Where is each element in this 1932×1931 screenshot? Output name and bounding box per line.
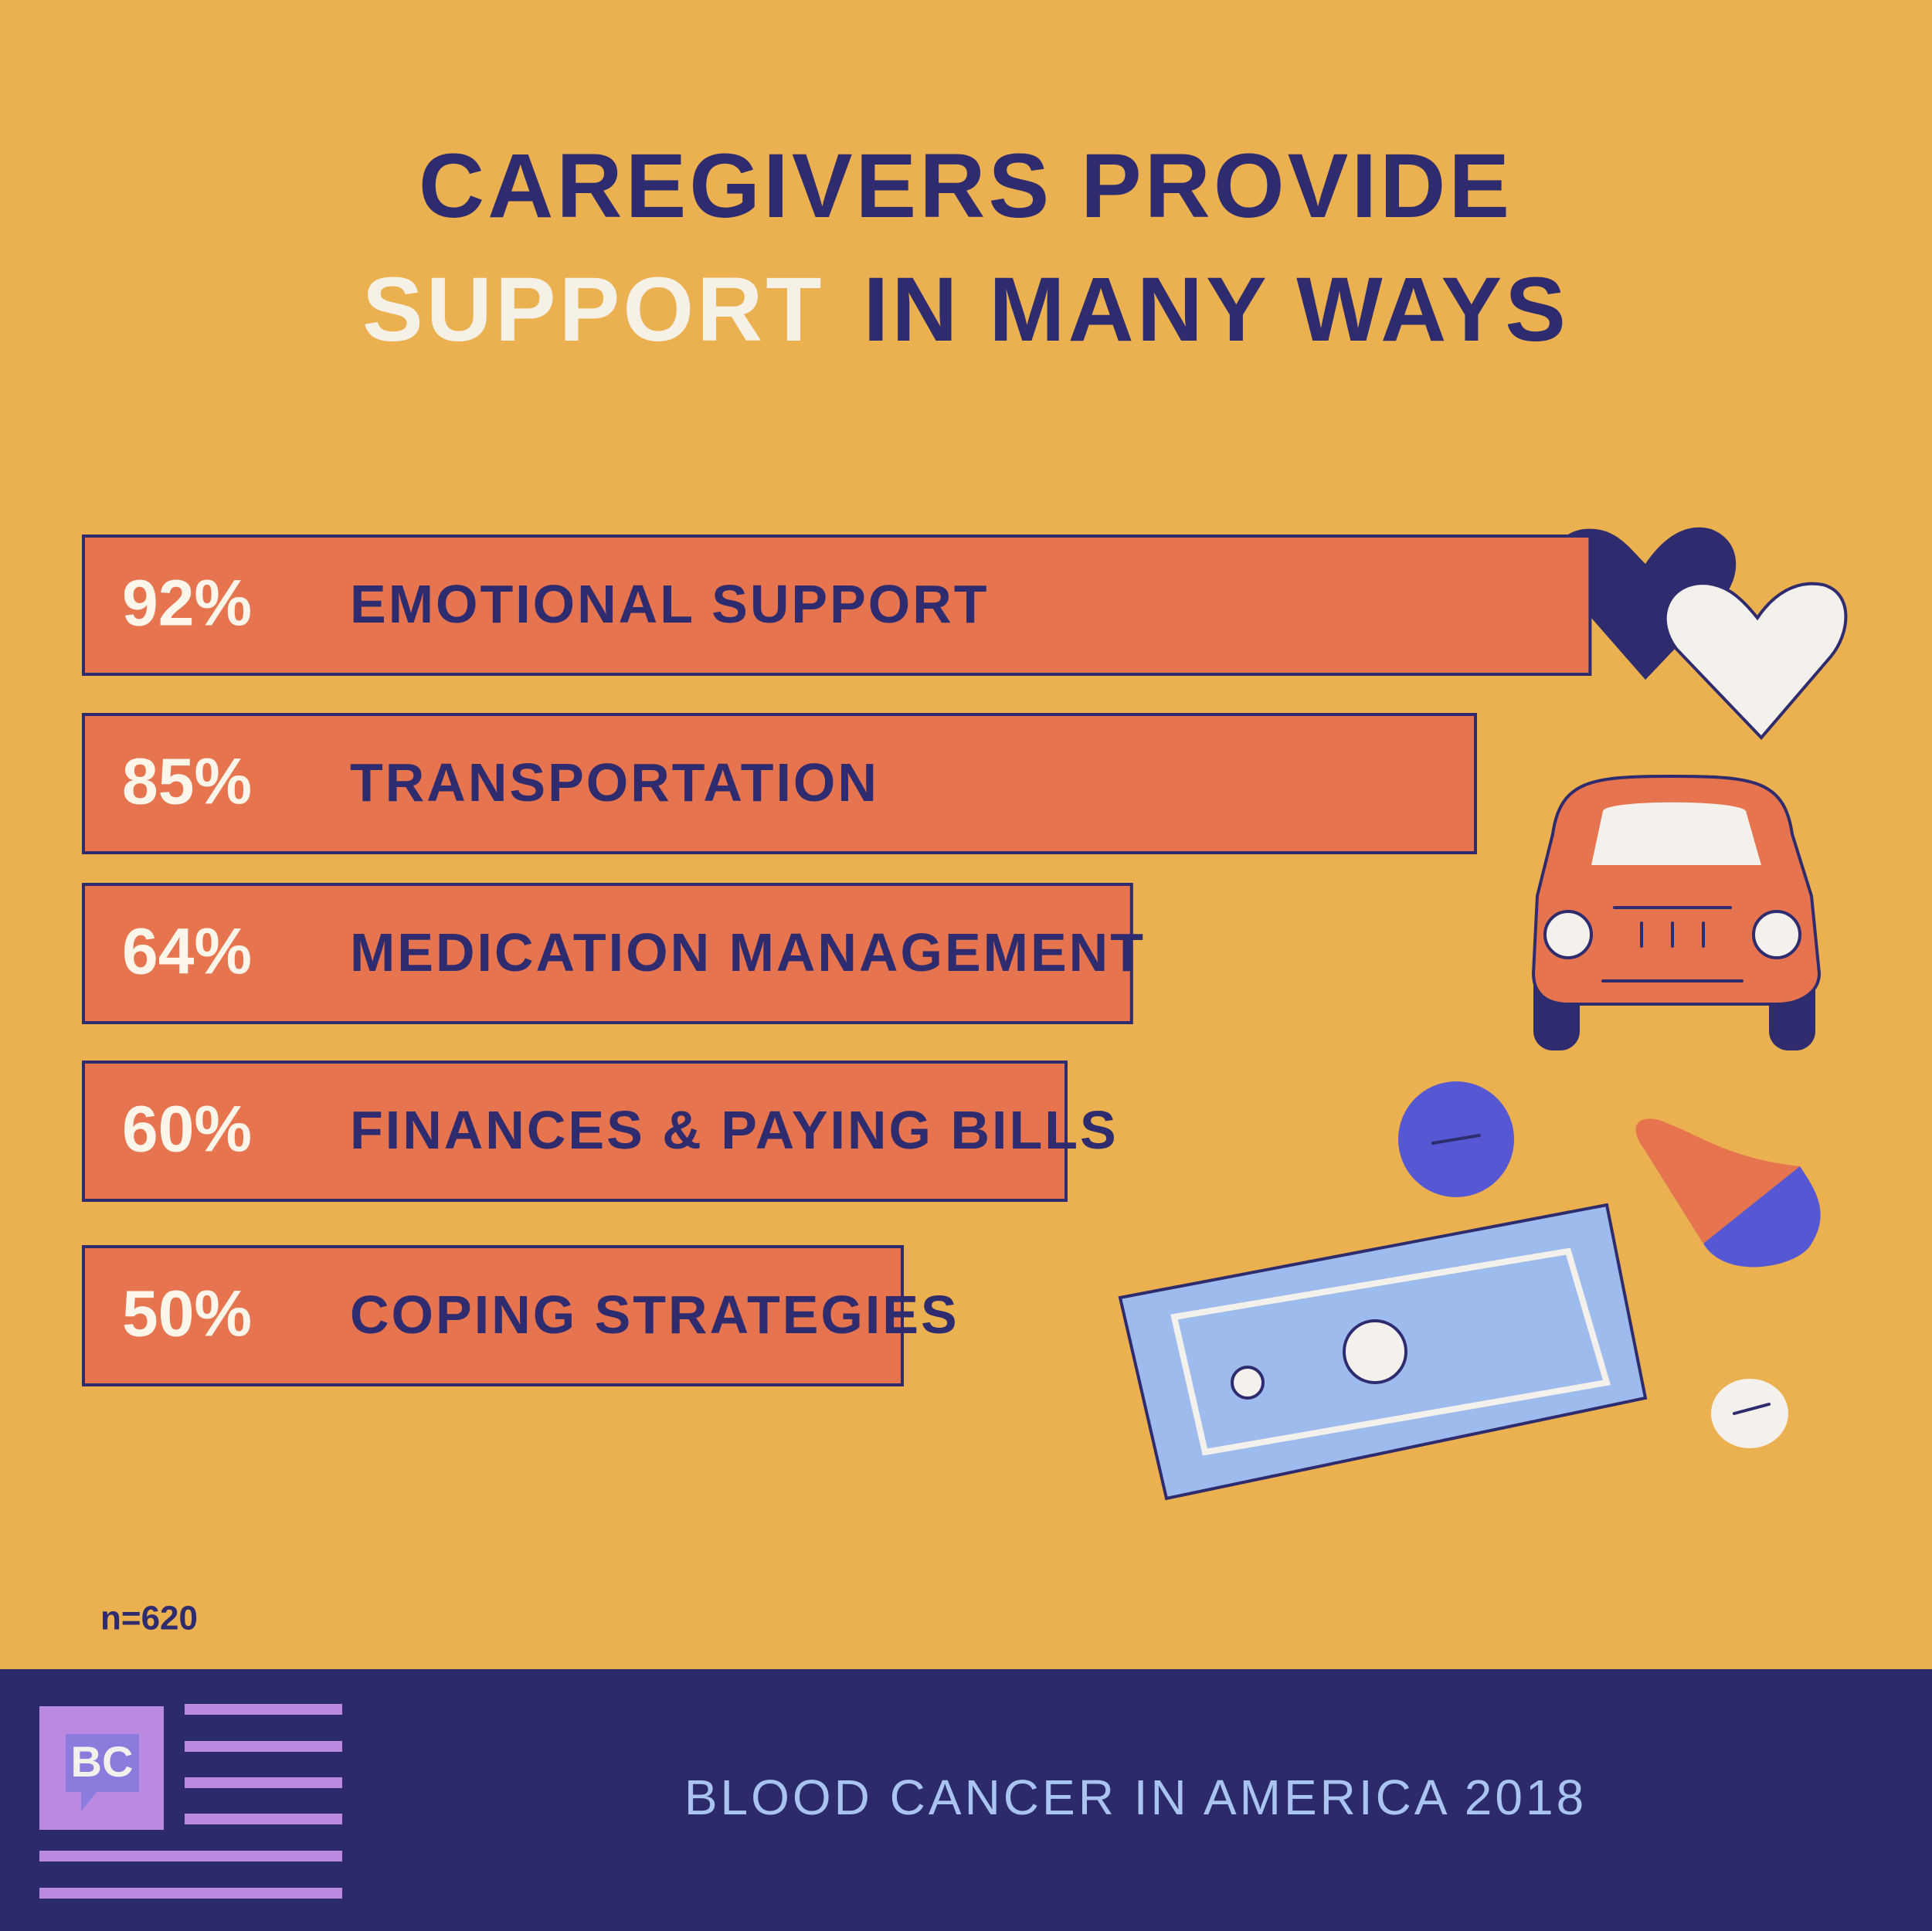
category-label: MEDICATION MANAGEMENT: [350, 922, 1146, 982]
logo: BC: [39, 1704, 342, 1899]
category-label: EMOTIONAL SUPPORT: [350, 574, 990, 634]
logo-text: BC: [71, 1737, 134, 1786]
bar: [82, 883, 1133, 1024]
bar: [82, 713, 1477, 854]
title-highlight: SUPPORT: [362, 259, 824, 361]
bar: [82, 1061, 1068, 1202]
value-label: 92%: [122, 567, 252, 640]
category-label: FINANCES & PAYING BILLS: [350, 1100, 1119, 1160]
footer-text: BLOOD CANCER IN AMERICA 2018: [684, 1770, 1587, 1825]
category-label: TRANSPORTATION: [350, 752, 879, 813]
value-label: 60%: [122, 1093, 252, 1166]
money-icon: [1118, 1203, 1648, 1501]
pills-icon: [1398, 1081, 1821, 1448]
sample-note: n=620: [100, 1600, 198, 1637]
category-label: COPING STRATEGIES: [350, 1285, 959, 1345]
value-label: 85%: [122, 745, 252, 818]
bar: [82, 535, 1592, 676]
chart-title: CAREGIVERS PROVIDE: [419, 135, 1513, 237]
car-icon: [1531, 774, 1822, 1050]
title-rest: IN MANY WAYS: [863, 259, 1569, 361]
chart-title-line: SUPPORT IN MANY WAYS: [362, 259, 1569, 361]
hearts-icon: [1553, 527, 1848, 740]
value-label: 50%: [122, 1278, 252, 1350]
value-label: 64%: [122, 915, 252, 988]
bar: [82, 1245, 904, 1386]
